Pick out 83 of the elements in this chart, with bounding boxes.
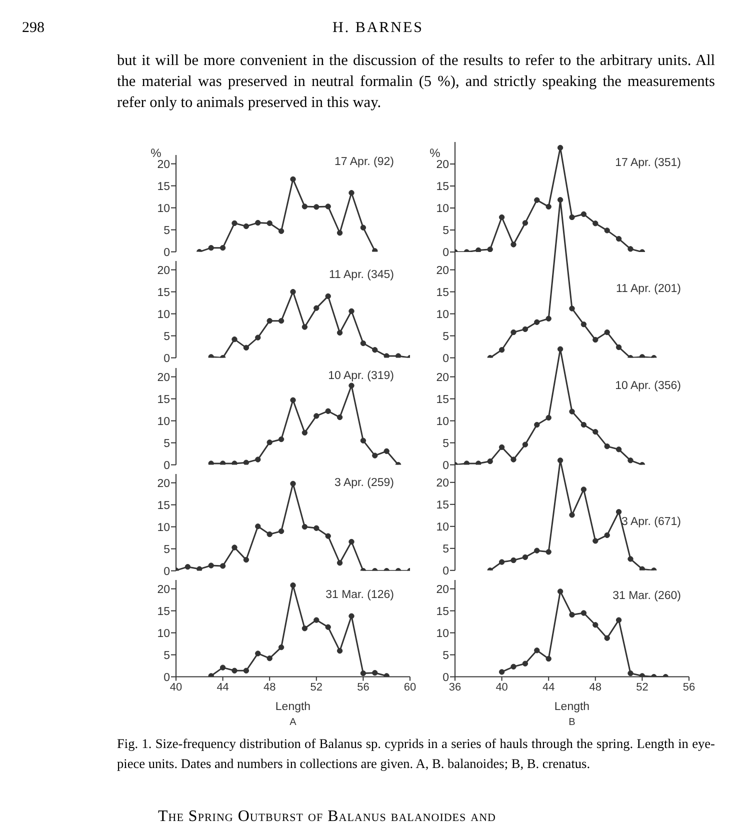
- y-tick-label: 10: [436, 628, 450, 640]
- y-tick-label: 0: [442, 672, 450, 684]
- y-tick-label: 0: [164, 353, 170, 366]
- y-tick-label: 0: [442, 247, 449, 260]
- text: 17 Apr. (351): [614, 156, 681, 169]
- y-tick-label: 5: [442, 331, 449, 344]
- y-tick-label: 0: [164, 459, 170, 472]
- y-tick-label: 15: [436, 393, 450, 406]
- y-tick-label: 0: [164, 672, 170, 684]
- y-tick-label: 0: [442, 353, 449, 366]
- y-tick-label: 20: [157, 159, 170, 172]
- y-tick-label: 15: [436, 287, 449, 300]
- y-tick-label: 15: [157, 393, 170, 406]
- text: 11 Apr. (201): [615, 282, 681, 295]
- x-axis-title: Length: [553, 700, 591, 713]
- x-tick-label: 56: [682, 682, 696, 694]
- x-tick-label: 56: [357, 682, 370, 694]
- y-tick-label: 0: [164, 247, 170, 260]
- caption: Fig. 1. Size-frequency distribution of Balanus sp. cyprids in a series of hauls through the spring. Length in eye-piece units. Dates and numbers in collections are given. A, B. balanoides; B, B. crenatus.: [117, 735, 715, 773]
- text: 31 Mar. (126): [324, 588, 394, 601]
- x-tick-label: 44: [216, 682, 229, 694]
- x-tick-label: 44: [542, 682, 555, 694]
- y-tick-label: 10: [157, 415, 170, 428]
- text: 11 Apr. (345): [328, 269, 394, 282]
- y-tick-label: 5: [442, 544, 450, 556]
- x-axis-title: Length: [274, 700, 312, 713]
- y-tick-label: 20: [157, 265, 170, 278]
- y-tick-label: 20: [436, 159, 449, 172]
- y-tick-label: 20: [157, 584, 170, 596]
- text: 10 Apr. (356): [614, 380, 681, 392]
- text: 3 Apr. (671): [620, 516, 681, 528]
- y-tick-label: 0: [164, 566, 170, 578]
- chart-title: 17 Apr. (92): [334, 156, 394, 168]
- x-tick-label: 52: [310, 682, 323, 694]
- y-axis-title: %: [150, 146, 162, 160]
- y-tick-label: 10: [157, 522, 170, 534]
- x-tick-label: 40: [170, 682, 182, 694]
- y-tick-label: 20: [157, 371, 170, 384]
- y-tick-label: 20: [436, 478, 450, 490]
- y-tick-label: 5: [164, 437, 170, 450]
- y-tick-label: 15: [436, 606, 450, 618]
- y-tick-label: 0: [442, 566, 450, 578]
- y-tick-label: 10: [436, 309, 449, 322]
- y-tick-label: 0: [442, 459, 450, 472]
- y-tick-label: 5: [442, 225, 449, 238]
- text: but it will be more convenient in the discussion of the results to refer to the arbitrary units. All the material was preserved in neutral formalin (5 %), and strictly speaking the measurements refer only to animals preserved in this way.: [117, 51, 715, 113]
- y-tick-label: 10: [436, 415, 450, 428]
- chart-title: 3 Apr. (259): [334, 477, 394, 490]
- text: The Spring Outburst of Balanus balanoides and: [158, 808, 496, 826]
- y-tick-label: 10: [157, 628, 170, 640]
- y-tick-label: 5: [164, 225, 170, 238]
- y-tick-label: 10: [436, 522, 450, 534]
- y-tick-label: 15: [157, 287, 170, 300]
- x-tick-label: 48: [263, 682, 276, 694]
- y-tick-label: 10: [157, 203, 170, 216]
- y-tick-label: 5: [164, 331, 170, 344]
- y-tick-label: 15: [436, 181, 449, 194]
- y-tick-label: 15: [157, 500, 170, 512]
- x-tick-label: 60: [404, 682, 416, 694]
- text: A: [288, 716, 298, 728]
- y-tick-label: 15: [157, 181, 170, 194]
- y-axis-title: %: [428, 146, 442, 160]
- y-tick-label: 20: [157, 478, 170, 490]
- y-tick-label: 5: [442, 650, 450, 662]
- y-tick-label: 15: [436, 500, 450, 512]
- y-tick-label: 15: [157, 606, 170, 618]
- chart-title: 10 Apr. (319): [327, 370, 394, 382]
- y-tick-label: 5: [164, 650, 170, 662]
- y-tick-label: 20: [436, 265, 449, 278]
- x-tick-label: 36: [448, 682, 462, 694]
- text: 31 Mar. (260): [612, 590, 681, 602]
- x-tick-label: 40: [496, 682, 508, 694]
- text: H. BARNES: [331, 20, 424, 37]
- y-tick-label: 10: [157, 309, 170, 322]
- y-tick-label: 20: [436, 371, 450, 384]
- x-tick-label: 52: [636, 682, 648, 694]
- y-tick-label: 10: [436, 203, 449, 216]
- text: 298: [22, 20, 44, 37]
- x-tick-label: 48: [589, 682, 602, 694]
- y-tick-label: 5: [442, 437, 450, 450]
- y-tick-label: 20: [436, 584, 450, 596]
- y-tick-label: 5: [164, 544, 170, 556]
- text: B: [568, 716, 576, 728]
